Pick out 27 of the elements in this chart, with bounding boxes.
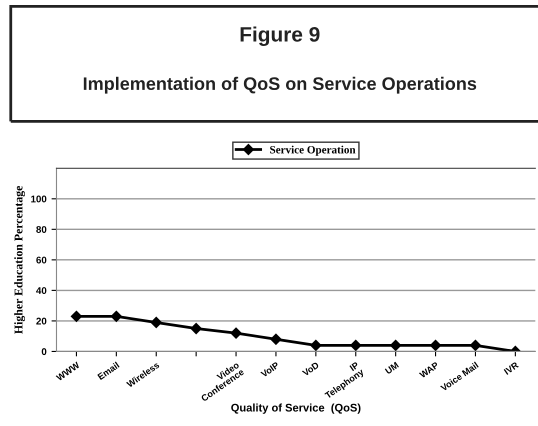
point (230, 328, 242, 339)
x-tick-label: VoIP (260, 362, 280, 378)
y-tick-label: 20 (36, 318, 46, 325)
point (390, 340, 402, 351)
x-tick-label: Voice Mail (440, 362, 479, 392)
point (350, 340, 362, 351)
x-tick-label: VoD (302, 362, 320, 377)
y-tick-label: 40 (36, 287, 46, 294)
y-tick-label: 100 (31, 196, 46, 202)
y-tick-label: 80 (36, 226, 46, 233)
point (310, 340, 322, 351)
x-tick-label: IVR (504, 362, 519, 375)
y-tick-label: 0 (42, 348, 46, 356)
point (270, 334, 282, 345)
chart-title: Figure 9 (240, 26, 320, 46)
point (70, 310, 82, 322)
point (430, 340, 442, 351)
y-axis-title: Higher Education Percentage (14, 186, 25, 334)
point (190, 322, 202, 334)
legend-label: Service Operation (270, 146, 356, 156)
point (150, 316, 162, 328)
point (110, 310, 122, 322)
chart-subtitle: Implementation of QoS on Service Operations (84, 76, 476, 94)
y-tick-label: 60 (36, 256, 46, 264)
point (470, 340, 482, 351)
x-axis-title: Quality of Service (QoS) (231, 403, 360, 414)
x-tick-label: UM (384, 362, 399, 374)
